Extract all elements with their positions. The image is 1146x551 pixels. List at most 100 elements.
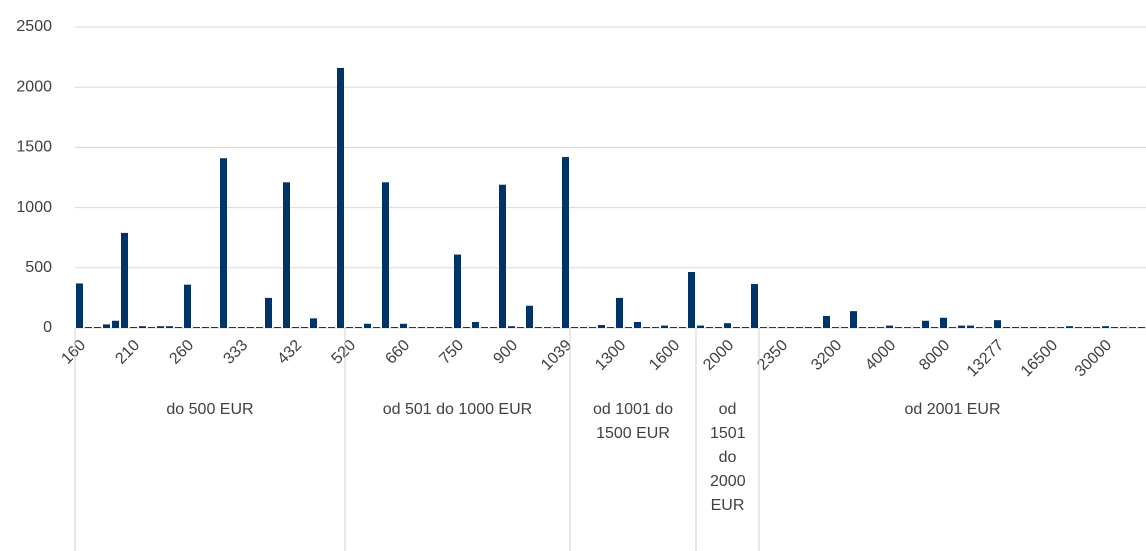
bar bbox=[976, 327, 983, 328]
bar bbox=[1111, 327, 1118, 328]
bar bbox=[940, 317, 947, 328]
bar bbox=[184, 284, 191, 328]
bar bbox=[1057, 327, 1064, 328]
bar bbox=[1039, 327, 1046, 328]
bar bbox=[526, 305, 533, 328]
bar bbox=[796, 327, 803, 328]
bar bbox=[346, 327, 353, 328]
bar bbox=[598, 324, 605, 328]
bar bbox=[391, 327, 398, 328]
bar bbox=[499, 184, 506, 328]
bar bbox=[715, 327, 722, 328]
bar bbox=[103, 324, 110, 328]
bar bbox=[751, 284, 758, 328]
bar bbox=[553, 327, 560, 328]
bar bbox=[904, 327, 911, 328]
x-tick-label: 8000 bbox=[916, 337, 953, 374]
bar bbox=[589, 327, 596, 328]
bar bbox=[1030, 327, 1037, 328]
bar bbox=[1021, 327, 1028, 328]
bar bbox=[490, 327, 497, 328]
y-tick-label: 1500 bbox=[16, 139, 52, 156]
bar bbox=[1102, 326, 1109, 328]
group-label: od 1001 do 1500 EUR bbox=[592, 401, 674, 442]
x-tick-label: 2000 bbox=[700, 337, 737, 374]
bar bbox=[130, 327, 137, 328]
bar bbox=[310, 318, 317, 328]
bar bbox=[76, 283, 83, 328]
x-tick-label: 160 bbox=[58, 337, 89, 368]
bar bbox=[256, 327, 263, 328]
bar bbox=[427, 327, 434, 328]
bar bbox=[850, 311, 857, 328]
bar bbox=[166, 326, 173, 328]
x-tick-label: 1300 bbox=[592, 337, 629, 374]
x-tick-label: 260 bbox=[166, 337, 197, 368]
bar bbox=[895, 327, 902, 328]
group-label: od 501 do 1000 EUR bbox=[382, 401, 533, 418]
bar bbox=[1084, 327, 1091, 328]
bar bbox=[283, 182, 290, 328]
bar bbox=[400, 323, 407, 328]
bar bbox=[778, 327, 785, 328]
x-tick-label: 210 bbox=[112, 337, 143, 368]
x-tick-label: 13277 bbox=[964, 337, 1008, 381]
bar bbox=[112, 320, 119, 328]
bar bbox=[913, 327, 920, 328]
bar bbox=[409, 327, 416, 328]
bar bbox=[445, 327, 452, 328]
bar bbox=[238, 327, 245, 328]
x-tick-label: 900 bbox=[490, 337, 521, 368]
bar bbox=[742, 327, 749, 328]
bar bbox=[94, 327, 101, 328]
bar bbox=[1012, 327, 1019, 328]
bar bbox=[463, 327, 470, 328]
bar bbox=[481, 327, 488, 328]
bar bbox=[1093, 327, 1100, 328]
group-label: od 1501 do 2000 EUR bbox=[710, 401, 746, 514]
bar bbox=[121, 232, 128, 328]
bar bbox=[1066, 326, 1073, 328]
bar bbox=[634, 321, 641, 328]
bar bbox=[958, 325, 965, 328]
y-tick-label: 2500 bbox=[16, 18, 52, 35]
bar bbox=[544, 327, 551, 328]
bar bbox=[472, 321, 479, 328]
bar bbox=[454, 254, 461, 328]
x-tick-label: 750 bbox=[436, 337, 467, 368]
bar bbox=[175, 327, 182, 328]
bar bbox=[625, 327, 632, 328]
y-tick-label: 0 bbox=[43, 319, 52, 336]
bar bbox=[265, 297, 272, 328]
x-tick-label: 660 bbox=[382, 337, 413, 368]
x-tick-label: 3200 bbox=[808, 337, 845, 374]
bar bbox=[517, 327, 524, 328]
bar bbox=[148, 327, 155, 328]
bar bbox=[706, 327, 713, 328]
bar bbox=[679, 327, 686, 328]
bar bbox=[670, 327, 677, 328]
bar bbox=[994, 320, 1001, 328]
bar bbox=[562, 157, 569, 328]
bar bbox=[157, 326, 164, 328]
bar bbox=[1003, 327, 1010, 328]
bar bbox=[949, 327, 956, 328]
bar bbox=[688, 272, 695, 328]
bar bbox=[247, 327, 254, 328]
bar bbox=[571, 327, 578, 328]
bar bbox=[337, 67, 344, 328]
bar bbox=[1120, 327, 1127, 328]
bar bbox=[211, 327, 218, 328]
bar bbox=[193, 327, 200, 328]
bar bbox=[760, 327, 767, 328]
x-tick-label: 1600 bbox=[646, 337, 683, 374]
bar bbox=[202, 327, 209, 328]
bar bbox=[1129, 327, 1136, 328]
bar bbox=[85, 327, 92, 328]
bar bbox=[1138, 327, 1145, 328]
bar bbox=[355, 327, 362, 328]
bar bbox=[580, 327, 587, 328]
bar bbox=[814, 327, 821, 328]
bar bbox=[220, 158, 227, 328]
